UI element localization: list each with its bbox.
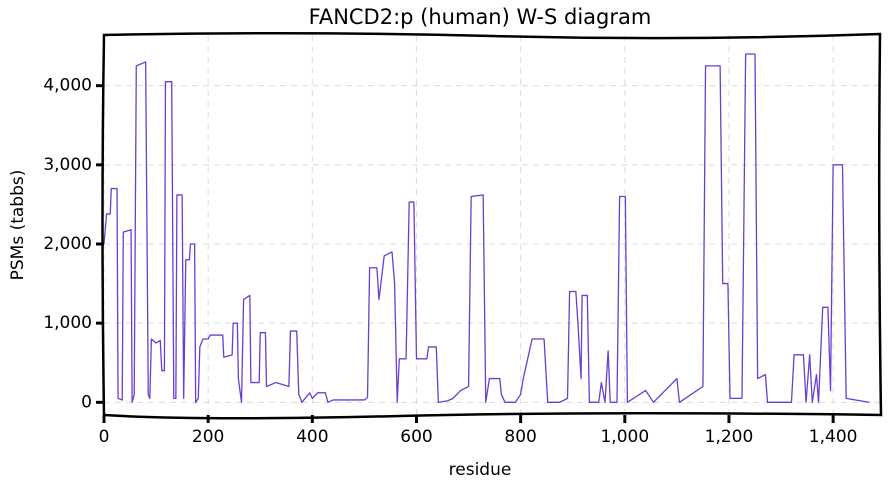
y-axis-label: PSMs (tabbs) (8, 170, 28, 281)
y-tick-label: 3,000 (43, 155, 92, 175)
y-tick-label: 2,000 (43, 234, 92, 254)
ticks: 0 200 400 600 800 1,000 1,200 1,400 0 1,000 2,000 3… (43, 76, 857, 447)
y-tick-label: 0 (81, 392, 92, 412)
data-line (103, 53, 870, 403)
x-tick-label: 600 (400, 427, 432, 447)
x-tick-label: 800 (504, 427, 536, 447)
axes-frame (101, 31, 883, 420)
grid (103, 35, 880, 415)
x-tick-label: 1,000 (600, 427, 649, 447)
y-tick-label: 1,000 (43, 313, 92, 333)
x-axis-label: residue (449, 460, 512, 480)
x-tick-label: 1,400 (809, 427, 858, 447)
y-tick-label: 4,000 (43, 76, 92, 96)
x-tick-label: 200 (192, 427, 224, 447)
x-tick-label: 0 (99, 427, 110, 447)
x-tick-label: 1,200 (705, 427, 754, 447)
plot (103, 53, 870, 403)
chart-title: FANCD2:p (human) W-S diagram (309, 5, 652, 29)
x-tick-label: 400 (296, 427, 328, 447)
